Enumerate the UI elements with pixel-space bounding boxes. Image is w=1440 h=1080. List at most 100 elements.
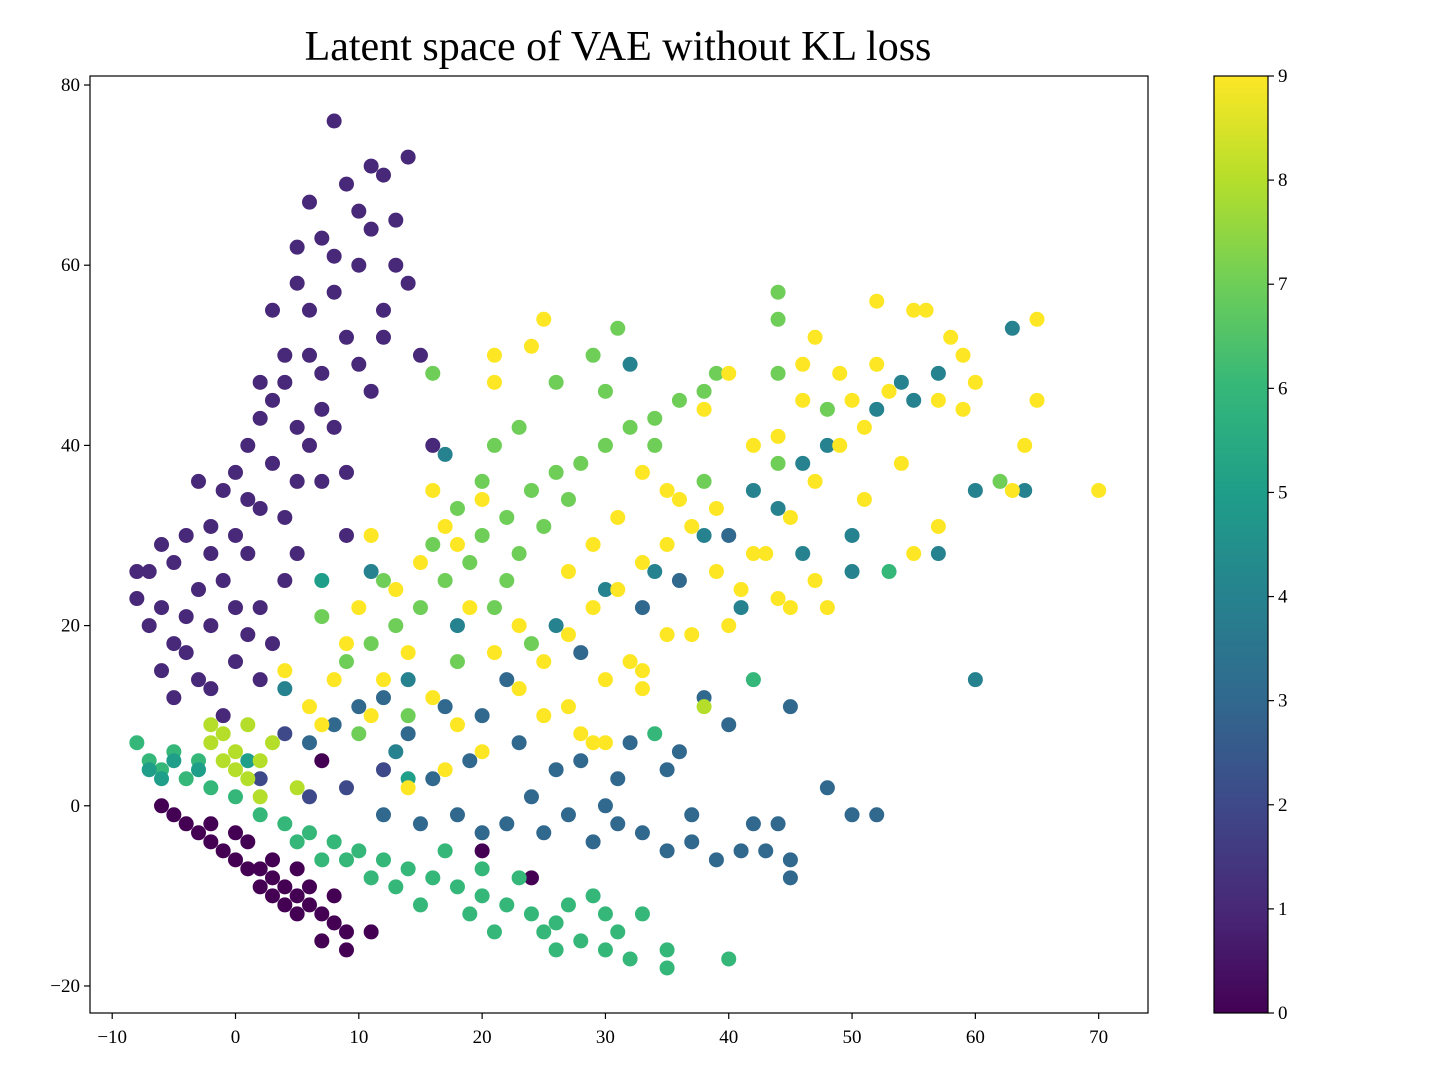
data-point-class-3 [560,807,576,823]
data-point-class-7 [388,618,404,634]
data-point-class-9 [930,392,946,408]
data-point-class-0 [264,870,280,886]
data-point-class-1 [289,473,305,489]
data-point-class-3 [622,735,638,751]
data-point-class-1 [338,464,354,480]
data-point-class-3 [671,744,687,760]
data-point-class-9 [782,509,798,525]
data-point-class-7 [375,573,391,589]
data-point-class-6 [228,789,244,805]
data-point-class-1 [154,537,170,552]
data-point-class-3 [659,762,675,778]
data-point-class-9 [597,672,613,688]
x-tick-label: 60 [966,1027,985,1048]
data-point-class-9 [832,365,848,381]
data-point-class-8 [264,735,280,751]
data-point-class-3 [733,843,749,859]
data-point-class-1 [277,374,293,390]
x-tick: 40 [719,1013,738,1048]
data-point-class-6 [252,807,268,823]
data-point-class-3 [326,717,342,733]
data-point-class-2 [375,762,391,778]
x-axis: −10 0 10 20 30 40 50 60 70 [97,1013,1108,1048]
data-point-class-8 [240,771,256,787]
data-point-class-3 [400,726,416,742]
data-point-class-0 [363,924,379,940]
data-point-class-8 [252,753,268,769]
data-point-class-1 [301,194,317,210]
data-point-class-4 [869,401,885,417]
data-point-class-9 [474,491,490,507]
data-point-class-3 [499,672,515,688]
data-point-class-1 [240,437,256,453]
data-point-class-4 [647,564,663,580]
data-point-class-3 [462,753,478,769]
data-point-class-7 [437,573,453,589]
data-point-class-3 [745,816,761,832]
data-point-class-6 [597,942,613,958]
data-point-class-0 [289,906,305,922]
data-point-class-0 [228,825,244,841]
data-point-class-9 [511,681,527,697]
x-tick-label: 40 [719,1027,738,1048]
data-point-class-6 [548,942,564,958]
data-point-class-1 [264,636,280,652]
data-point-class-9 [634,464,650,480]
data-point-class-9 [351,600,367,616]
data-point-class-1 [301,347,317,363]
colorbar [1213,75,1269,1014]
data-point-class-2 [277,726,293,742]
data-point-class-9 [844,392,860,408]
colorbar-tick-label: 8 [1278,170,1288,191]
data-point-class-0 [264,888,280,904]
data-point-class-9 [560,627,576,643]
data-point-class-3 [770,816,786,832]
data-point-class-7 [462,555,478,571]
data-point-class-7 [770,365,786,381]
data-point-class-1 [141,564,157,580]
data-point-class-1 [289,419,305,435]
data-point-class-3 [782,699,798,715]
data-point-class-1 [301,302,317,318]
y-tick-label: 40 [61,435,80,456]
colorbar-tick-label: 3 [1278,691,1288,712]
data-point-class-1 [191,473,207,489]
data-point-class-1 [400,149,416,165]
data-point-class-1 [191,582,207,598]
data-point-class-4 [893,374,909,390]
data-point-class-6 [610,924,626,940]
data-point-class-1 [240,546,256,562]
data-point-class-1 [400,275,416,291]
data-point-class-9 [326,672,342,688]
data-point-class-9 [967,374,983,390]
data-point-class-3 [573,753,589,769]
data-point-class-1 [178,609,194,625]
data-point-class-0 [240,861,256,877]
data-point-class-7 [548,464,564,480]
data-point-class-4 [363,564,379,580]
colorbar-tick: 8 [1268,170,1288,191]
data-point-class-3 [351,699,367,715]
data-point-class-9 [906,546,922,562]
data-point-class-4 [930,546,946,562]
data-point-class-9 [375,672,391,688]
data-point-class-4 [1004,320,1020,336]
colorbar-tick: 1 [1268,899,1288,920]
data-point-class-6 [363,870,379,886]
colorbar-tick-label: 7 [1278,274,1288,295]
data-point-class-9 [1091,482,1107,498]
data-point-class-1 [338,329,354,345]
data-point-class-7 [523,482,539,498]
data-point-class-0 [228,852,244,868]
x-tick: 30 [596,1013,615,1048]
data-point-class-9 [684,518,700,534]
data-point-class-9 [425,690,441,706]
data-point-class-1 [375,329,391,345]
data-point-class-9 [536,654,552,670]
data-point-class-6 [560,897,576,913]
data-point-class-1 [264,455,280,471]
data-point-class-0 [154,798,170,814]
data-point-class-9 [536,311,552,327]
data-point-class-1 [363,158,379,174]
